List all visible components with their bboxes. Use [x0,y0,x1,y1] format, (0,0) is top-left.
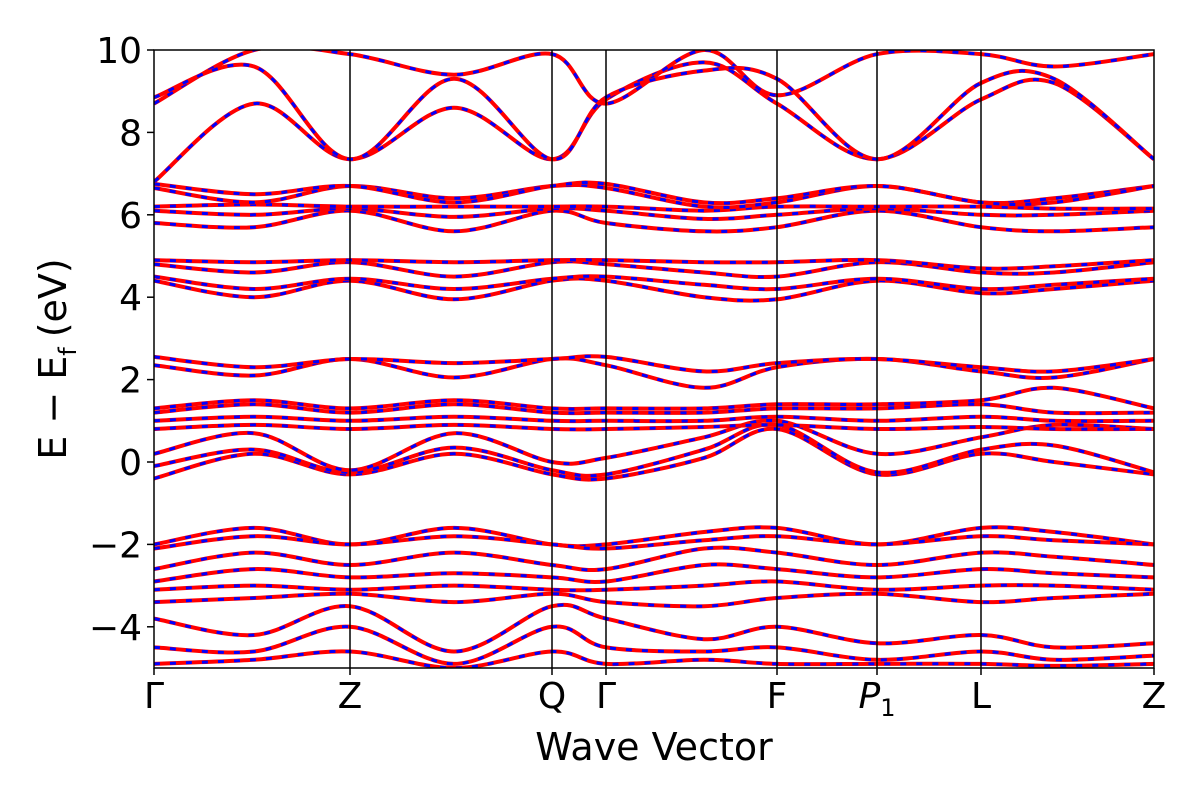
band-line-18 [154,60,1154,184]
y-tick-label: 10 [96,31,142,72]
band-line-dashed-12 [154,258,1154,271]
y-tick-label: −4 [89,608,142,649]
y-tick-label: 0 [119,443,142,484]
band-line-dashed-11 [154,259,1154,279]
band-line-dashed-27 [154,603,1154,654]
x-axis-label: Wave Vector [535,725,773,769]
plot-frame [153,49,1155,669]
band-line-dashed-8 [154,354,1154,374]
band-line-dashed-6 [154,386,1154,411]
x-tick-label: Γ [596,676,616,717]
band-line-dashed-4 [154,415,1154,423]
y-tick-label: 8 [119,113,142,154]
y-tick-label: 4 [119,278,142,319]
band-line-dashed-15 [154,202,1154,213]
band-line-dashed-5 [154,402,1154,415]
x-tick-label: Z [338,676,363,717]
band-line-dashed-26 [154,592,1154,608]
band-line-23 [154,545,1154,573]
band-line-dashed-1 [154,422,1154,478]
y-axis-label-main: E − E [31,356,75,460]
band-line-dashed-25 [154,579,1154,592]
x-tick-label: L [971,676,991,717]
y-tick-label: 2 [119,361,142,402]
kpoint-divider-lines [349,50,982,668]
band-line-dashed-29 [154,649,1154,668]
band-line-dashed-10 [154,274,1154,291]
band-line-dashed-14 [154,206,1154,221]
band-line-dashed-2 [154,418,1154,472]
y-axis-label: E − Ef (eV) [31,258,82,460]
band-line-dashed-22 [154,534,1154,551]
y-tick-label: −2 [89,525,142,566]
x-tick-label: F [767,676,788,717]
band-line-dashed-13 [154,209,1154,233]
band-line-17 [154,180,1154,207]
y-axis-label-unit: (eV) [31,258,75,337]
x-tick-label: Z [1142,676,1167,717]
x-tick-label: Q [538,676,566,717]
band-line-dashed-28 [154,625,1154,666]
x-tick-label: Γ [144,676,164,717]
band-line-dashed-3 [154,423,1154,431]
band-line-dashed-24 [154,562,1154,584]
y-tick-label: 6 [119,196,142,237]
band-lines [154,50,1154,668]
y-axis-label-subscript: f [54,347,82,356]
x-axis-ticks: Γ Z Q Γ F P1 L Z [144,668,1166,722]
y-axis-ticks: −4 −2 0 2 4 6 8 10 [89,31,154,649]
band-line-dashed-19 [154,50,1154,106]
band-line-dashed-9 [154,277,1154,303]
x-tick-label: P1 [859,676,896,722]
band-line-dashed-20 [154,63,1154,161]
